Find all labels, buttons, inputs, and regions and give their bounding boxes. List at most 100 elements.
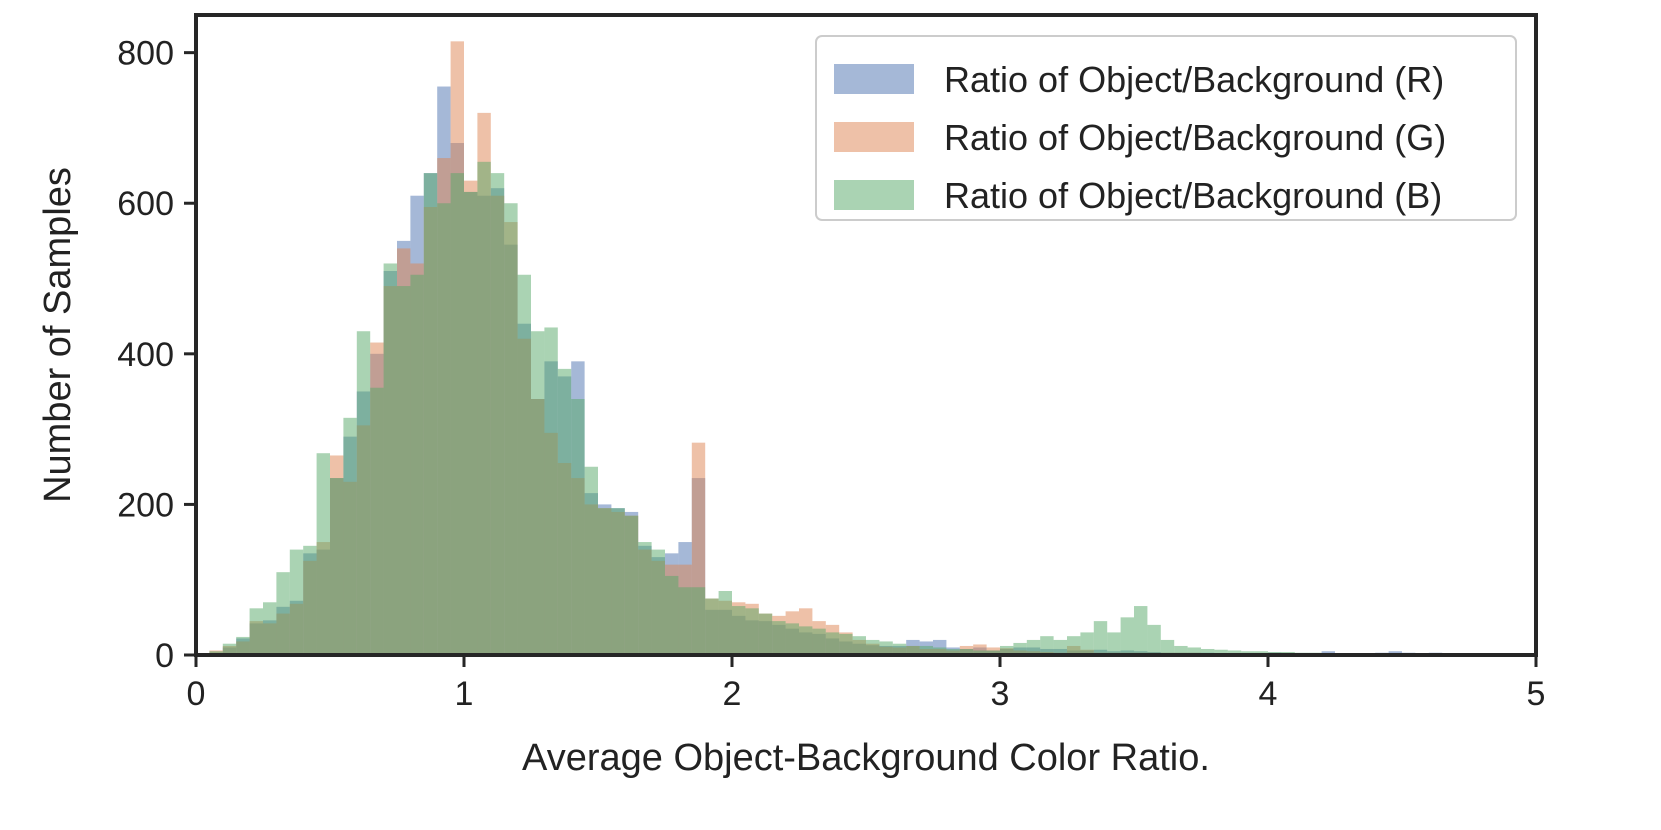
- bar: [1160, 639, 1175, 655]
- y-tick-label: 0: [155, 637, 174, 675]
- y-tick-label: 200: [117, 486, 174, 524]
- series-2-bars: [196, 161, 1536, 656]
- bar: [946, 648, 960, 655]
- bar: [356, 331, 371, 655]
- y-axis-label: Number of Samples: [37, 167, 79, 503]
- bar: [236, 636, 250, 655]
- bar: [1093, 621, 1108, 655]
- plot-frame: [194, 13, 1538, 657]
- bar: [464, 191, 478, 655]
- legend-swatch: [834, 122, 914, 152]
- bar: [1120, 617, 1134, 655]
- bar: [678, 587, 692, 655]
- bar: [383, 263, 397, 655]
- bar: [571, 399, 585, 655]
- bar: [879, 641, 893, 655]
- bar: [584, 466, 598, 655]
- y-tick-label: 400: [117, 336, 174, 374]
- y-axis-ticks: 0 200 400 600 800: [117, 35, 196, 675]
- bar: [1147, 624, 1161, 655]
- bar: [598, 508, 612, 655]
- legend: Ratio of Object/Background (R) Ratio of O…: [815, 35, 1517, 221]
- bar: [812, 628, 826, 655]
- bar: [222, 643, 237, 655]
- bar: [249, 608, 263, 655]
- bar: [959, 648, 974, 655]
- y-tick-label: 600: [117, 185, 174, 223]
- bar: [973, 644, 987, 655]
- x-axis-label: Average Object-Background Color Ratio.: [522, 737, 1210, 779]
- bar: [799, 626, 813, 655]
- legend-label: Ratio of Object/Background (R): [944, 59, 1444, 100]
- bar: [504, 203, 518, 656]
- x-tick-label: 4: [1259, 675, 1278, 713]
- bar: [490, 173, 505, 655]
- bar: [611, 508, 625, 655]
- bar: [557, 368, 572, 655]
- bar: [1227, 650, 1242, 655]
- bar: [638, 542, 652, 655]
- bar: [1013, 642, 1027, 655]
- bar: [892, 643, 907, 655]
- bar: [906, 645, 920, 655]
- bar: [665, 575, 679, 655]
- bar: [343, 417, 357, 655]
- bar: [316, 453, 330, 655]
- x-tick-label: 5: [1527, 675, 1546, 713]
- bar: [1053, 639, 1067, 655]
- bar: [1107, 632, 1121, 655]
- bar: [691, 587, 706, 655]
- bar: [986, 650, 1000, 655]
- bar: [330, 478, 344, 655]
- bar: [1201, 648, 1215, 655]
- bar: [531, 331, 545, 655]
- bar: [919, 645, 933, 655]
- legend-swatch: [834, 64, 914, 94]
- bar: [303, 545, 317, 655]
- bar: [517, 274, 531, 655]
- legend-swatch: [834, 180, 914, 210]
- bar: [370, 387, 384, 655]
- bar: [477, 161, 491, 655]
- bar: [1214, 649, 1228, 655]
- bar: [839, 633, 853, 655]
- bar: [772, 621, 786, 655]
- bar: [1000, 645, 1014, 655]
- bar: [450, 173, 464, 655]
- x-tick-label: 1: [455, 675, 474, 713]
- bar: [705, 598, 719, 655]
- legend-label: Ratio of Object/Background (B): [944, 175, 1442, 216]
- bar: [1026, 639, 1041, 655]
- legend-label: Ratio of Object/Background (G): [944, 117, 1446, 158]
- bar: [785, 623, 799, 655]
- bar: [276, 572, 290, 655]
- bar: [1187, 647, 1201, 655]
- x-tick-label: 0: [187, 675, 206, 713]
- bar: [437, 203, 451, 656]
- bar: [397, 286, 411, 655]
- bar: [852, 636, 866, 655]
- bar: [758, 613, 773, 655]
- bar: [651, 549, 665, 655]
- bar: [624, 515, 639, 655]
- bar: [745, 608, 759, 655]
- bar: [866, 639, 880, 655]
- x-tick-label: 3: [991, 675, 1010, 713]
- bar: [1174, 645, 1188, 655]
- bar: [933, 647, 947, 655]
- bar: [423, 173, 438, 655]
- bar: [973, 650, 987, 655]
- x-tick-label: 2: [723, 675, 742, 713]
- bar: [1040, 636, 1054, 655]
- bar: [410, 274, 424, 655]
- bar: [718, 591, 732, 655]
- bar: [1067, 636, 1081, 655]
- legend-box: [815, 35, 1517, 221]
- bar: [732, 606, 746, 655]
- bar: [1134, 606, 1148, 655]
- bar: [825, 632, 840, 655]
- histogram-bars: [196, 41, 1536, 656]
- y-tick-label: 800: [117, 35, 174, 73]
- bar: [263, 602, 277, 655]
